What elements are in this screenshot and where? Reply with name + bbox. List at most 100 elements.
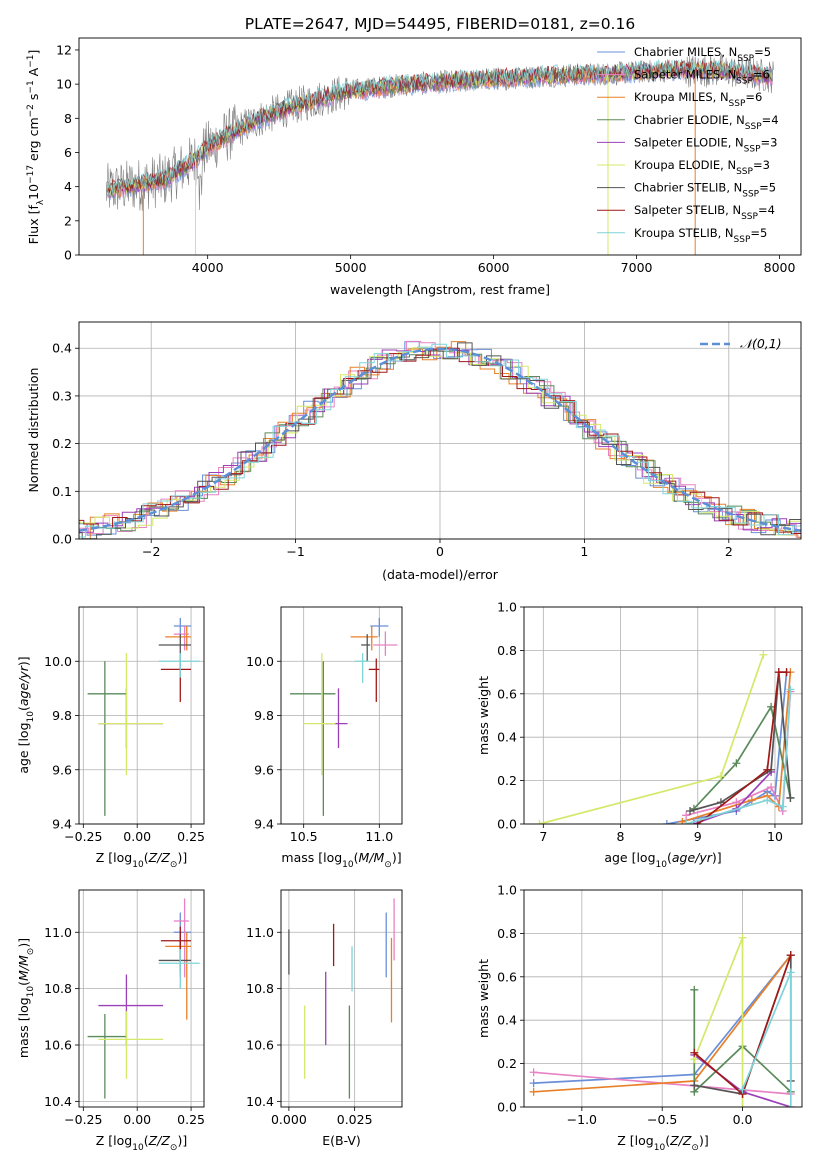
axes-age-vs-mass: 10.5 11.0 9.4 9.6 9.8 10.0 mass [log10(M/M⊙)] [246, 606, 403, 870]
plot-area [87, 617, 200, 816]
marker-chabrier_elodie [690, 985, 699, 994]
x-axis-label: Z [log10(Z/Z⊙)] [617, 1133, 708, 1153]
x-tick-label: −1.0 [567, 1112, 597, 1127]
marker-salpeter_miles [529, 1068, 538, 1077]
y-tick-label: 10.0 [246, 654, 274, 669]
y-tick-label: 0.6 [497, 686, 517, 701]
marker-kroupa_miles [529, 1087, 538, 1096]
mass-weight-line-kroupa_stelib [685, 689, 792, 824]
plot-area [79, 340, 801, 539]
y-axis-label: mass [log10(M/M⊙)] [16, 938, 36, 1058]
x-axis-label: age [log10(age/yr)] [604, 850, 721, 870]
marker-chabrier_miles [662, 820, 671, 824]
y-tick-label: 0.2 [497, 773, 517, 788]
x-tick-label: 8 [617, 829, 625, 844]
x-tick-label: −0.25 [64, 1112, 102, 1127]
marker-kroupa_stelib [786, 968, 795, 977]
axes-mass-vs-z: −0.25 0.00 0.25 10.4 10.6 10.8 11.0 Z [log10(Z/… [16, 889, 205, 1153]
marker-chabrier_elodie [732, 759, 741, 768]
y-tick-label: 0.0 [497, 817, 517, 832]
axes-mass-weight-vs-z: −1.0 −0.5 0.0 0.0 0.2 0.4 0.6 0.8 1.0 Z [log10(Z/… [476, 883, 803, 1153]
y-tick-label: 8 [64, 111, 72, 126]
x-tick-label: 7000 [621, 260, 653, 275]
y-tick-label: 0.0 [497, 1100, 517, 1115]
x-tick-label: 9 [694, 829, 702, 844]
legend-label: Kroupa ELODIE, NSSP=3 [634, 158, 770, 177]
y-tick-label: 11.0 [44, 925, 72, 940]
y-axis-label: mass weight [476, 676, 491, 755]
y-tick-label: 11.0 [246, 925, 274, 940]
x-tick-label: 11.0 [365, 829, 393, 844]
y-tick-label: 12 [56, 42, 72, 57]
legend-label: Chabrier MILES, NSSP=5 [634, 45, 771, 64]
normal-curve [79, 347, 801, 532]
legend: Chabrier MILES, NSSP=5 Salpeter MILES, NS… [597, 45, 779, 245]
mass-weight-line-kroupa_stelib [741, 972, 792, 1107]
axes-frame [280, 606, 403, 825]
axes-frame [78, 606, 205, 825]
y-tick-label: 1.0 [497, 883, 517, 898]
mass-weight-line-chabrier_elodie [693, 704, 792, 810]
y-tick-label: 0.4 [497, 1013, 517, 1028]
x-axis-label: (data-model)/error [382, 567, 499, 582]
model-spectrum-chabrier_elodie [107, 62, 773, 199]
axes-frame [78, 37, 802, 256]
marker-kroupa_elodie [535, 820, 544, 824]
axes-frame [523, 889, 803, 1108]
x-tick-label: 0.00 [123, 1112, 151, 1127]
y-tick-label: 0.1 [52, 484, 72, 499]
plot-area [105, 53, 774, 255]
marker-kroupa_stelib [786, 685, 795, 694]
x-tick-label: 1 [580, 544, 588, 559]
legend-label: Kroupa STELIB, NSSP=5 [634, 226, 767, 245]
x-tick-label: −0.25 [64, 829, 102, 844]
plot-area [87, 898, 200, 1099]
marker-chabrier_elodie [767, 702, 776, 711]
marker-kroupa_stelib [778, 802, 787, 811]
y-axis-label: Flux [fλ10−17 erg cm−2 s−1 A−1] [26, 50, 46, 245]
y-tick-label: 0.3 [52, 388, 72, 403]
marker-kroupa_elodie [738, 933, 747, 942]
legend-label: Kroupa MILES, NSSP=6 [634, 90, 762, 109]
y-tick-label: 10.6 [44, 1038, 72, 1053]
y-tick-label: 0.8 [497, 926, 517, 941]
x-tick-label: 8000 [764, 260, 796, 275]
x-tick-label: 0 [436, 544, 444, 559]
x-tick-label: 6000 [478, 260, 510, 275]
plot-area [535, 650, 795, 824]
panels: 4000 5000 6000 7000 8000024681012wavelength … [16, 37, 803, 1153]
legend-label: Chabrier ELODIE, NSSP=4 [634, 113, 779, 132]
x-axis-label: wavelength [Angstrom, rest frame] [330, 282, 550, 297]
axes-residual-histogram: −2 −1 0 1 2 0.0 0.1 0.2 0.3 0.4 (data-model)/error… [26, 321, 802, 582]
y-axis-label: Normed distribution [26, 368, 41, 493]
y-tick-label: 0.0 [52, 532, 72, 547]
y-tick-label: 10.6 [246, 1038, 274, 1053]
x-tick-label: 0.025 [337, 1112, 373, 1127]
marker-chabrier_stelib [690, 1081, 699, 1090]
figure-title: PLATE=2647, MJD=54495, FIBERID=0181, z=0… [245, 15, 635, 33]
marker-kroupa_elodie [716, 772, 725, 781]
histogram-salpeter_elodie [79, 349, 801, 536]
histogram-chabrier_stelib [79, 342, 801, 539]
marker-kroupa_miles [678, 817, 687, 824]
marker-chabrier_miles [529, 1079, 538, 1088]
y-tick-label: 4 [64, 179, 72, 194]
axes-mass-weight-vs-age: 7 8 9 10 0.0 0.2 0.4 0.6 0.8 1.0 age [log10(age/yr… [476, 600, 803, 870]
y-tick-label: 10 [56, 77, 72, 92]
y-axis-label: age [log10(age/yr)] [16, 656, 36, 773]
marker-chabrier_stelib [686, 806, 695, 815]
y-tick-label: 9.8 [52, 708, 72, 723]
legend-label: Salpeter MILES, NSSP=6 [634, 68, 770, 87]
y-tick-label: 0.8 [497, 643, 517, 658]
x-tick-label: 5000 [335, 260, 367, 275]
y-axis-label: mass weight [476, 959, 491, 1038]
y-tick-label: 9.6 [52, 762, 72, 777]
marker-kroupa_elodie [738, 1103, 747, 1107]
marker-salpeter_stelib [763, 765, 772, 774]
axes-frame [523, 606, 803, 825]
plot-area [290, 617, 398, 816]
y-tick-label: 0.6 [497, 969, 517, 984]
marker-salpeter_miles [767, 783, 776, 792]
y-tick-label: 0.2 [497, 1056, 517, 1071]
